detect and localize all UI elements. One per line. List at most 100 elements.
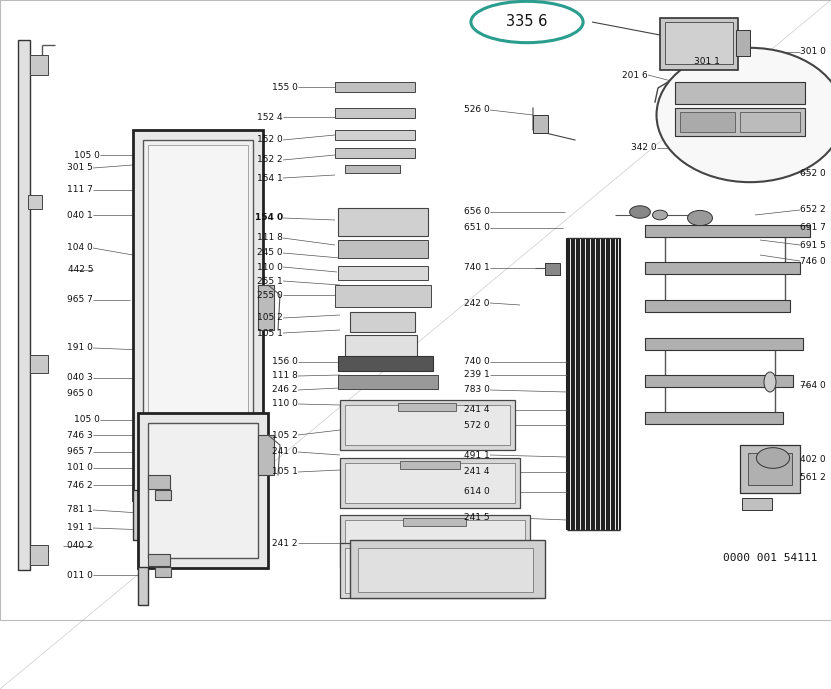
Bar [645, 262, 800, 274]
Text: 746 0: 746 0 [800, 256, 826, 265]
Bar [338, 375, 438, 389]
Ellipse shape [764, 372, 776, 392]
Bar [345, 335, 417, 365]
Bar [740, 112, 800, 132]
Bar [28, 195, 42, 209]
Bar [533, 115, 548, 133]
Bar [340, 400, 515, 450]
Text: 572 0: 572 0 [465, 420, 490, 429]
Bar [680, 112, 735, 132]
Bar [30, 545, 48, 565]
Text: 105 2: 105 2 [273, 431, 298, 440]
Text: 101 0: 101 0 [67, 464, 93, 473]
Text: 105 0: 105 0 [74, 150, 100, 159]
Bar [340, 543, 535, 598]
Text: 111 8: 111 8 [272, 371, 298, 380]
Bar [398, 403, 456, 411]
Bar [335, 108, 415, 118]
Bar [155, 567, 171, 577]
Text: 242 0: 242 0 [465, 298, 490, 307]
Text: 040 3: 040 3 [67, 373, 93, 382]
Text: 442 5: 442 5 [67, 265, 93, 274]
Bar [748, 453, 792, 485]
Bar [545, 263, 560, 275]
Text: 526 0: 526 0 [465, 105, 490, 114]
Bar [340, 458, 520, 508]
Text: 301 5: 301 5 [67, 163, 93, 172]
Bar [350, 312, 415, 332]
Text: 152 0: 152 0 [258, 136, 283, 145]
Bar [155, 490, 171, 500]
Text: 105 0: 105 0 [74, 415, 100, 424]
Bar [358, 548, 533, 592]
Text: 105 2: 105 2 [258, 313, 283, 322]
Text: 301 1: 301 1 [694, 57, 720, 67]
Text: 191 1: 191 1 [67, 524, 93, 533]
Text: 614 0: 614 0 [465, 488, 490, 497]
Bar [30, 355, 48, 373]
Bar [143, 140, 253, 490]
Bar [665, 22, 733, 64]
Text: 105 1: 105 1 [272, 468, 298, 477]
Text: 241 4: 241 4 [465, 406, 490, 415]
Text: 746 2: 746 2 [67, 480, 93, 489]
Text: 241 0: 241 0 [273, 447, 298, 457]
Text: 111 8: 111 8 [257, 234, 283, 243]
Bar [133, 130, 263, 500]
Text: 255 0: 255 0 [258, 291, 283, 300]
Text: 491 1: 491 1 [465, 451, 490, 460]
Text: 201 6: 201 6 [622, 70, 648, 79]
Text: 040 1: 040 1 [67, 211, 93, 220]
Text: 241 5: 241 5 [465, 513, 490, 522]
Bar [338, 240, 428, 258]
Bar [133, 490, 143, 540]
Bar [675, 82, 805, 104]
Bar [338, 208, 428, 236]
Bar [30, 55, 48, 75]
Bar [645, 225, 810, 237]
Bar [258, 285, 274, 330]
Ellipse shape [656, 48, 831, 182]
Bar [335, 130, 415, 140]
Text: 111 7: 111 7 [67, 185, 93, 194]
Text: 402 0: 402 0 [800, 455, 826, 464]
Bar [345, 405, 510, 445]
Text: 245 0: 245 0 [258, 249, 283, 258]
Text: 110 0: 110 0 [272, 400, 298, 409]
Bar [148, 554, 170, 566]
Ellipse shape [687, 210, 712, 225]
Text: 652 0: 652 0 [800, 169, 826, 178]
Bar [350, 540, 545, 598]
Bar [345, 520, 525, 562]
Text: 342 0: 342 0 [632, 143, 657, 152]
Text: 656 0: 656 0 [465, 207, 490, 216]
Text: 191 0: 191 0 [67, 344, 93, 353]
Text: 691 5: 691 5 [800, 240, 826, 249]
Text: 110 0: 110 0 [257, 263, 283, 271]
Text: 691 7: 691 7 [800, 223, 826, 232]
Text: 241 2: 241 2 [273, 539, 298, 548]
Text: 152 2: 152 2 [258, 156, 283, 165]
Bar [258, 435, 274, 475]
Text: 105 1: 105 1 [257, 329, 283, 338]
Bar [340, 515, 530, 567]
Bar [660, 18, 738, 70]
Bar [645, 375, 793, 387]
Text: 783 0: 783 0 [465, 386, 490, 395]
Text: 040 2: 040 2 [67, 542, 93, 551]
Bar [345, 165, 400, 173]
Text: 740 1: 740 1 [465, 263, 490, 273]
Ellipse shape [756, 448, 789, 469]
Bar [148, 145, 248, 485]
Bar [138, 413, 268, 568]
Bar [335, 148, 415, 158]
Bar [645, 300, 790, 312]
Bar [338, 266, 428, 280]
Bar [338, 356, 433, 371]
Bar [405, 546, 470, 554]
Text: 965 7: 965 7 [67, 296, 93, 305]
Text: 652 2: 652 2 [800, 205, 826, 214]
Text: 764 0: 764 0 [800, 380, 826, 389]
Text: 740 0: 740 0 [465, 358, 490, 367]
Text: 335 6: 335 6 [506, 14, 548, 30]
